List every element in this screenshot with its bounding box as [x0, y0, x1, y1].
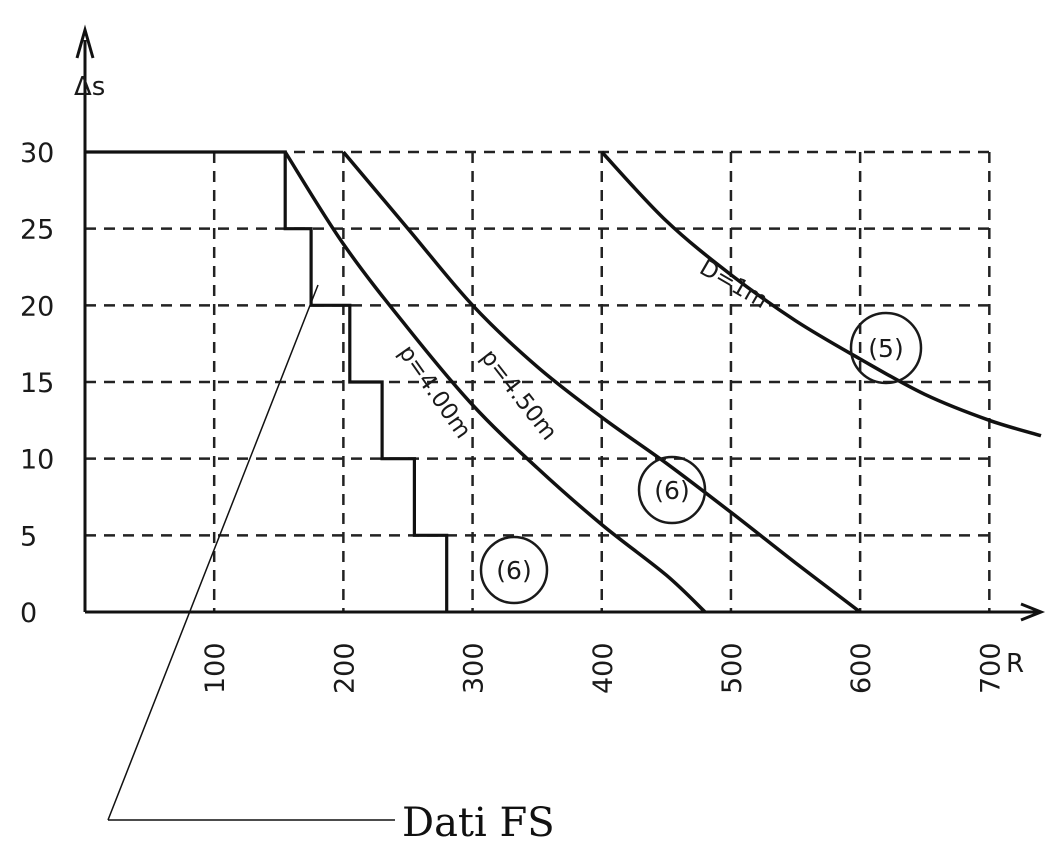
x-axis-title: R: [1006, 649, 1024, 679]
series-line-d-1m: [600, 150, 1042, 438]
y-axis-arrow: [75, 24, 95, 59]
curve-label-p450: p=4.50m: [475, 345, 562, 446]
marker-circle-6-upper: [637, 455, 707, 525]
x-tick-label: 400: [588, 642, 619, 694]
x-tick-label: 500: [717, 642, 748, 694]
marker-circle-6-lower: [479, 535, 549, 605]
marker-label-6-lower: (6): [496, 556, 531, 585]
y-tick-label: 20: [20, 291, 54, 322]
x-tick-label: 100: [200, 642, 231, 694]
series-line-step: [85, 150, 449, 612]
x-tick-label: 700: [975, 642, 1006, 694]
callout-line-upper: [107, 284, 319, 821]
x-tick-label: 600: [846, 642, 877, 694]
marker-label-5: (5): [868, 334, 903, 363]
series-line-p-4-50m: [342, 150, 862, 614]
y-tick-label: 25: [20, 215, 54, 246]
series-line-p-4-00m: [283, 151, 707, 614]
x-axis-arrow: [1020, 602, 1046, 622]
y-tick-label: 0: [20, 598, 37, 629]
marker-circle-5: [849, 311, 923, 385]
y-tick-label: 10: [20, 445, 54, 476]
marker-label-6-upper: (6): [654, 476, 689, 505]
x-tick-label: 200: [329, 642, 360, 694]
x-tick-label: 300: [459, 642, 490, 694]
axis-layer: 0 5 10 15 20 25 30 100 200 300 400 500 600 700: [20, 24, 1046, 694]
y-tick-label: 30: [20, 138, 54, 169]
callout-label: Dati FS: [402, 800, 555, 846]
y-tick-label: 5: [20, 521, 37, 552]
y-tick-label: 15: [20, 368, 54, 399]
grid-layer: [85, 150, 991, 612]
series-layer: [85, 150, 1042, 614]
curve-label-p400: p=4.00m: [393, 341, 476, 444]
y-axis-title: Δs: [74, 72, 105, 102]
